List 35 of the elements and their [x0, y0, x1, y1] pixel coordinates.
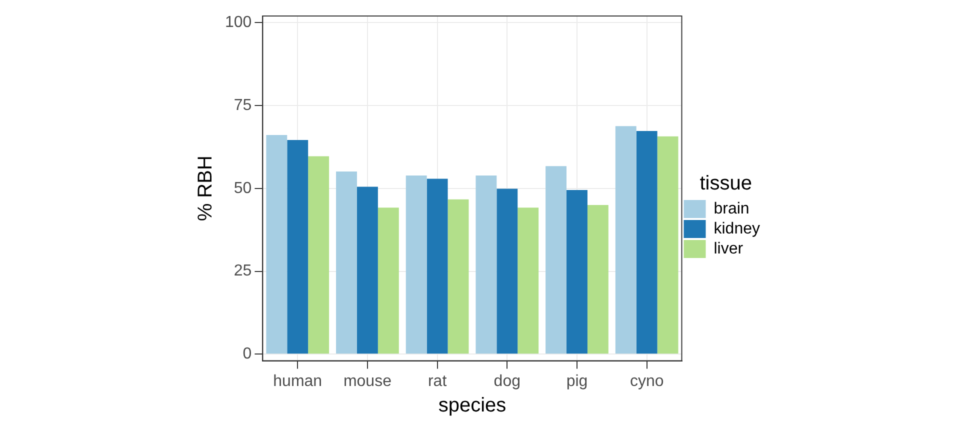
- legend-label: brain: [714, 200, 750, 218]
- bar: [378, 208, 399, 354]
- bar: [496, 188, 518, 354]
- legend-label: liver: [714, 240, 744, 258]
- x-axis-title: species: [438, 394, 506, 417]
- bar: [308, 156, 330, 354]
- bar: [287, 140, 308, 354]
- y-tick-label: 100: [224, 14, 252, 32]
- bar: [615, 126, 636, 354]
- bar: [406, 175, 427, 354]
- legend-title: tissue: [700, 172, 752, 195]
- bar: [476, 175, 497, 354]
- bar: [636, 131, 658, 354]
- bar: [336, 171, 357, 354]
- bar: [518, 208, 539, 354]
- x-tick-label: pig: [566, 372, 588, 390]
- y-tick-label: 0: [242, 346, 252, 363]
- x-tick-label: cyno: [630, 372, 664, 390]
- bar: [426, 178, 448, 354]
- y-tick-label: 75: [234, 96, 252, 114]
- y-tick-label: 25: [234, 262, 252, 280]
- bar: [587, 204, 608, 354]
- bar: [657, 136, 678, 354]
- x-tick-label: human: [273, 372, 322, 390]
- x-tick-label: mouse: [343, 372, 392, 390]
- bar: [448, 199, 469, 354]
- bar: [356, 186, 378, 354]
- legend-label: kidney: [714, 220, 760, 238]
- bar: [566, 190, 588, 354]
- x-tick-label: dog: [494, 372, 520, 390]
- bar: [266, 135, 288, 354]
- bar: [546, 166, 567, 354]
- y-axis-title: % RBH: [194, 156, 217, 222]
- x-tick-label: rat: [428, 372, 448, 390]
- y-tick-label: 50: [234, 180, 252, 197]
